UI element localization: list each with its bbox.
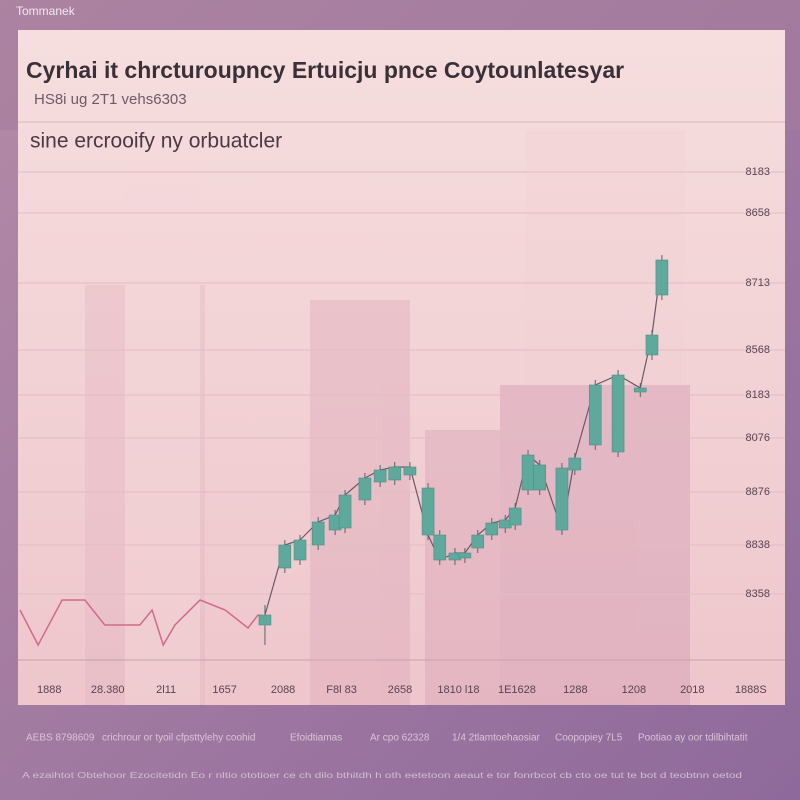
y-tick-label: 8838 — [746, 539, 770, 551]
candle-body — [588, 384, 602, 446]
x-tick-label: 1888 — [37, 684, 61, 696]
footer-text: Efoidtiamas — [290, 733, 342, 744]
candle-body — [611, 374, 625, 453]
candle-body — [293, 539, 307, 561]
candle-body — [471, 534, 485, 549]
chart-heading: sine ercrooify ny orbuatcler — [30, 130, 282, 153]
decor — [425, 430, 535, 705]
candle-body — [633, 387, 647, 393]
candle-body — [485, 522, 499, 536]
y-tick-label: 8713 — [746, 277, 770, 289]
candle-body — [508, 507, 522, 526]
decor-bars — [85, 130, 690, 705]
footer-text: crichrour or tyoil cfpsttylehy coohid — [102, 733, 255, 744]
y-tick-label: 8183 — [746, 166, 770, 178]
x-tick-label: 1E1628 — [498, 684, 536, 696]
y-tick-label: 8658 — [746, 207, 770, 219]
x-tick-label: 2l11 — [156, 684, 176, 696]
candle-body — [458, 552, 472, 559]
x-tick-label: 1208 — [622, 684, 646, 696]
x-tick-label: 28.380 — [91, 684, 125, 696]
candle-body — [403, 466, 417, 476]
candle-body — [258, 614, 272, 626]
x-tick-label: 1810 l18 — [437, 684, 479, 696]
panel — [18, 30, 785, 705]
x-tick-label: 1888S — [735, 684, 767, 696]
candle-body — [373, 469, 387, 483]
y-tick-label: 8183 — [746, 389, 770, 401]
y-tick-label: 8076 — [746, 432, 770, 444]
decor — [525, 130, 685, 385]
y-tick-label: 8876 — [746, 486, 770, 498]
x-tick-label: 1657 — [212, 684, 236, 696]
footer-text: 1/4 2tlamtoehaosiar — [452, 733, 541, 744]
chart-title: Cyrhai it chrcturoupncy Ertuicju pnce Co… — [26, 57, 624, 83]
candle-body — [358, 477, 372, 501]
footer-text: Ar cpo 62328 — [370, 733, 430, 744]
x-tick-label: 2658 — [388, 684, 412, 696]
footer-text: Coopopiey 7L5 — [555, 733, 623, 744]
chart-subtitle: HS8i ug 2T1 vehs6303 — [34, 91, 187, 108]
y-tick-label: 8358 — [746, 588, 770, 600]
candle-body — [533, 464, 547, 491]
candle-body — [338, 494, 352, 529]
candle-body — [421, 487, 435, 536]
candle-body — [645, 334, 659, 356]
x-tick-label: 1288 — [563, 684, 587, 696]
price-line — [19, 599, 271, 647]
candle-body — [521, 454, 535, 491]
x-tick-label: F8l 83 — [326, 684, 357, 696]
x-tick-label: 2088 — [271, 684, 295, 696]
decor — [310, 300, 410, 705]
decor — [85, 285, 205, 705]
decor — [125, 160, 200, 705]
candle-body — [278, 544, 292, 569]
candle-body — [568, 457, 582, 471]
footer-text: AEBS 8798609 — [26, 733, 95, 744]
footer: AEBS 8798609 crichrour or tyoil cfpsttyle… — [22, 733, 748, 780]
footer-text: Pootiao ay oor tdilbihtatit — [638, 733, 748, 744]
candle-body — [388, 466, 402, 481]
candle-body — [555, 467, 569, 531]
brand: Tommanek — [16, 4, 76, 18]
x-tick-label: 2018 — [680, 684, 704, 696]
candle-body — [311, 521, 325, 546]
candle-body — [655, 259, 669, 296]
footer-text: A ezaihtot Obtehoor Ezocitetidn Eo r nlt… — [22, 771, 742, 780]
y-tick-label: 8568 — [746, 344, 770, 356]
candle-body — [433, 534, 447, 561]
